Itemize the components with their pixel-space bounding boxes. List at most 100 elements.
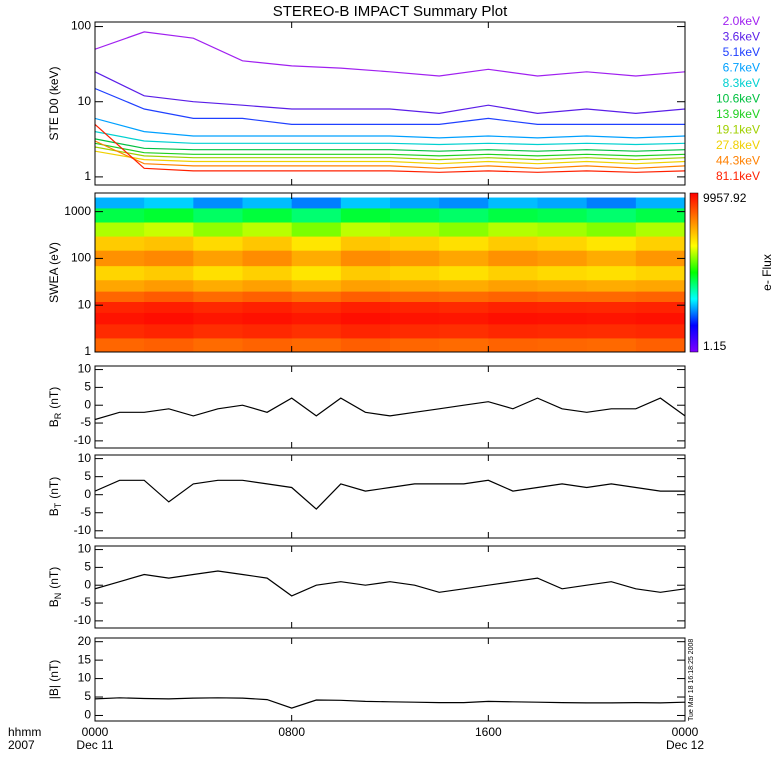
y-tick-label: 5	[84, 469, 91, 483]
heat-cell	[635, 222, 685, 237]
heat-cell	[291, 291, 342, 303]
data-line	[95, 71, 685, 115]
y-label-main: B	[47, 419, 61, 427]
y-tick-label: 100	[71, 251, 91, 265]
heat-cell	[390, 236, 440, 251]
heat-cell	[635, 265, 685, 281]
heat-cell	[488, 312, 538, 325]
heat-cell	[439, 222, 489, 237]
heat-cell	[193, 250, 243, 267]
heat-cell	[242, 222, 293, 237]
heat-cell	[193, 291, 243, 303]
heat-cell	[144, 222, 194, 237]
panel	[95, 197, 685, 352]
chart-title: STEREO-B IMPACT Summary Plot	[273, 3, 508, 20]
heat-cell	[291, 236, 342, 251]
heat-cell	[291, 312, 342, 325]
heat-cell	[635, 279, 685, 292]
heat-cell	[340, 250, 391, 267]
legend-entry: 81.1keV	[716, 169, 760, 183]
x-tick-label: 1600	[475, 725, 502, 739]
y-tick-label: 0	[84, 577, 91, 591]
heat-cell	[488, 250, 538, 267]
y-tick-label: 5	[84, 560, 91, 574]
heat-cell	[340, 323, 391, 339]
data-line	[95, 570, 685, 597]
heat-cell	[439, 279, 489, 292]
heat-cell	[635, 207, 685, 223]
heat-cell	[537, 197, 588, 209]
y-tick-label: 10	[78, 362, 92, 376]
heat-cell	[144, 323, 194, 339]
data-line	[95, 140, 685, 169]
heat-cell	[488, 301, 538, 313]
panel-frame	[94, 637, 686, 722]
heat-cell	[95, 197, 145, 209]
y-tick-label: -5	[80, 595, 91, 609]
heat-cell	[193, 301, 243, 313]
y-tick-label: -10	[74, 613, 92, 627]
legend-entry: 3.6keV	[723, 30, 760, 44]
heat-cell	[635, 301, 685, 313]
heat-cell	[390, 337, 440, 352]
heat-cell	[635, 323, 685, 339]
heat-cell	[242, 279, 293, 292]
y-axis-label: STE D0 (keV)	[47, 66, 61, 140]
heat-cell	[95, 337, 145, 352]
data-line	[95, 479, 685, 510]
heat-cell	[291, 222, 342, 237]
heat-cell	[439, 265, 489, 281]
colorbar-min-label: 1.15	[703, 339, 727, 353]
heat-cell	[537, 236, 588, 251]
heat-cell	[537, 250, 588, 267]
heat-cell	[537, 323, 588, 339]
y-label-main: B	[47, 599, 61, 607]
heat-cell	[488, 323, 538, 339]
heat-cell	[537, 291, 588, 303]
y-axis-label: BN (nT)	[47, 567, 63, 608]
heat-cell	[193, 197, 243, 209]
panel	[95, 570, 685, 597]
colorbar-title: e- Flux	[760, 254, 774, 291]
heat-cell	[291, 301, 342, 313]
y-tick-label: -10	[74, 433, 92, 447]
y-tick-label: 15	[78, 652, 92, 666]
legend-entry: 44.3keV	[716, 154, 760, 168]
heat-cell	[340, 207, 391, 223]
panel-frame	[94, 454, 686, 539]
legend-entry: 13.9keV	[716, 107, 760, 121]
heat-cell	[242, 291, 293, 303]
y-label-sub: R	[53, 412, 63, 419]
heat-cell	[586, 291, 637, 303]
data-line	[95, 142, 685, 157]
heat-cell	[242, 312, 293, 325]
colorbar-max-label: 9957.92	[703, 191, 747, 205]
heat-cell	[537, 337, 588, 352]
heat-cell	[95, 301, 145, 313]
heat-cell	[340, 291, 391, 303]
heat-cell	[144, 207, 194, 223]
y-tick-label: 5	[84, 689, 91, 703]
y-label-sub: N	[53, 593, 63, 600]
heat-cell	[439, 236, 489, 251]
heat-cell	[439, 207, 489, 223]
heat-cell	[390, 291, 440, 303]
y-axis-label: BR (nT)	[47, 387, 63, 428]
heat-cell	[340, 312, 391, 325]
heat-cell	[635, 236, 685, 251]
y-tick-label: 1000	[64, 204, 91, 218]
heat-cell	[439, 197, 489, 209]
heat-cell	[193, 222, 243, 237]
legend-entry: 2.0keV	[723, 14, 760, 28]
heat-cell	[95, 250, 145, 267]
data-line	[95, 123, 685, 173]
y-tick-label: 0	[84, 397, 91, 411]
heat-cell	[95, 222, 145, 237]
data-line	[95, 697, 685, 709]
heat-cell	[488, 236, 538, 251]
heat-cell	[537, 279, 588, 292]
heat-cell	[144, 279, 194, 292]
legend-entry: 27.8keV	[716, 138, 760, 152]
heat-cell	[635, 312, 685, 325]
heat-cell	[586, 323, 637, 339]
